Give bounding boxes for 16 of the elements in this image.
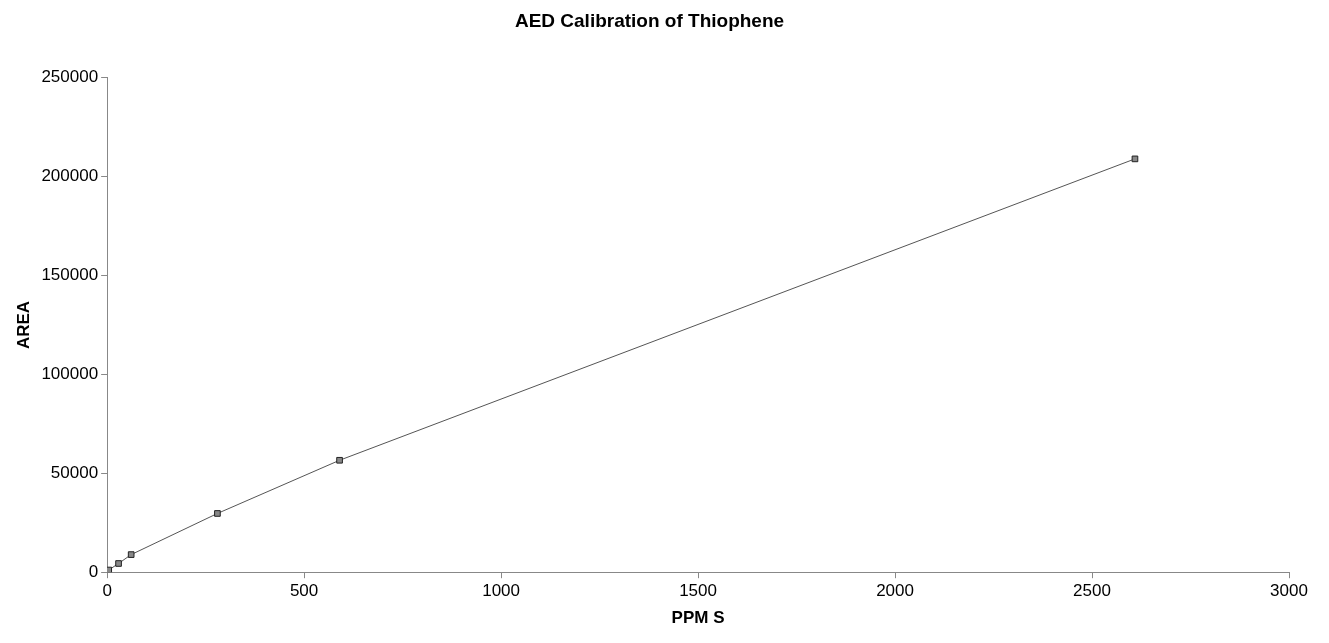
y-tick-label: 50000: [50, 463, 99, 483]
x-axis-title: PPM S: [671, 608, 725, 628]
y-tick-label: 200000: [41, 166, 99, 186]
y-tick-label: 250000: [41, 67, 99, 87]
y-axis-title: AREA: [13, 300, 33, 350]
x-tick-label: 500: [289, 581, 319, 601]
y-tick-label: 100000: [41, 364, 99, 384]
x-tick-label: 2500: [1073, 581, 1111, 601]
x-tick-label: 0: [102, 581, 112, 601]
x-tick-label: 2000: [876, 581, 914, 601]
x-tick-label: 1000: [482, 581, 520, 601]
y-tick-label: 150000: [41, 265, 99, 285]
chart-title: AED Calibration of Thiophene: [514, 9, 785, 31]
x-tick-label: 3000: [1270, 581, 1308, 601]
y-tick-label: 0: [88, 561, 99, 581]
x-tick-label: 1500: [679, 581, 717, 601]
